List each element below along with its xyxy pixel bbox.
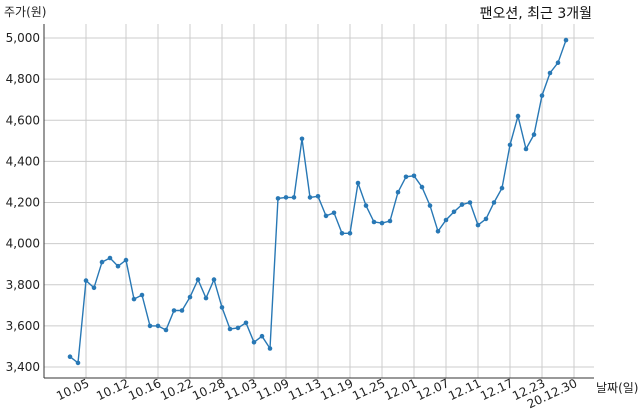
data-point: [163, 327, 169, 333]
data-point: [139, 292, 145, 298]
x-tick-label: 10.16: [126, 376, 163, 403]
data-point: [355, 180, 361, 186]
data-point: [363, 203, 369, 208]
x-tick-label: 12.07: [414, 376, 451, 403]
data-point: [539, 93, 545, 98]
data-points: [67, 37, 569, 366]
y-tick-label: 4,600: [6, 113, 40, 127]
data-point: [227, 326, 233, 332]
x-tick-label: 10.22: [158, 376, 195, 403]
data-point: [291, 195, 297, 200]
data-point: [435, 229, 441, 234]
data-point: [131, 296, 137, 302]
y-tick-label: 4,200: [6, 196, 40, 210]
data-point: [75, 360, 81, 366]
data-point: [267, 346, 273, 351]
data-point: [347, 231, 353, 236]
data-point: [235, 325, 241, 331]
data-point: [531, 132, 537, 137]
axes: [43, 24, 594, 379]
x-tick-label: 10.12: [94, 376, 131, 403]
data-point: [403, 174, 409, 180]
data-point: [315, 194, 321, 199]
data-point: [211, 277, 217, 282]
data-point: [523, 146, 529, 152]
data-point: [555, 60, 561, 65]
x-tick-label: 12.01: [382, 376, 419, 403]
data-point: [395, 189, 401, 195]
data-point: [243, 320, 249, 326]
x-tick-label: 11.09: [254, 376, 291, 403]
data-point: [195, 277, 201, 282]
data-point: [91, 285, 97, 291]
data-point: [283, 195, 289, 200]
data-point: [179, 308, 185, 313]
data-point: [99, 259, 105, 265]
data-point: [467, 200, 473, 205]
data-point: [339, 231, 345, 236]
data-point: [515, 113, 521, 119]
data-point: [331, 210, 337, 216]
grid: [44, 24, 594, 378]
data-point: [419, 184, 425, 190]
data-point: [507, 142, 513, 148]
data-point: [171, 308, 177, 313]
data-point: [187, 294, 193, 300]
x-tick-label: 11.13: [286, 376, 323, 403]
data-point: [411, 173, 417, 179]
data-point: [147, 323, 153, 329]
x-tick-label: 12.11: [446, 376, 483, 403]
data-point: [491, 200, 497, 205]
data-point: [483, 216, 489, 222]
data-point: [155, 323, 161, 329]
x-tick-label: 11.19: [318, 376, 355, 403]
data-point: [299, 136, 305, 142]
data-point: [323, 213, 329, 219]
x-axis-label: 날짜(일): [596, 381, 638, 395]
data-point: [115, 263, 121, 269]
x-tick-label: 10.28: [190, 376, 227, 403]
data-point: [379, 220, 385, 226]
y-tick-label: 4,000: [6, 237, 40, 251]
data-point: [307, 195, 313, 200]
data-point: [203, 295, 209, 301]
chart-title: 팬오션, 최근 3개월: [480, 6, 592, 22]
data-point: [371, 219, 377, 225]
y-tick-label: 3,400: [6, 360, 40, 374]
x-tick-label: 11.03: [222, 376, 259, 403]
x-tick-label: 11.25: [350, 376, 387, 403]
y-tick-label: 4,400: [6, 154, 40, 168]
data-point: [563, 37, 569, 43]
y-tick-label: 5,000: [6, 31, 40, 45]
data-point: [443, 217, 449, 223]
y-tick-labels: 3,400 3,600 3,800 4,000 4,200 4,400 4,600 4,800…: [6, 31, 40, 374]
data-point: [499, 185, 505, 191]
data-point: [251, 340, 257, 345]
data-point: [219, 305, 225, 310]
data-point: [67, 354, 73, 360]
data-point: [259, 333, 265, 339]
y-axis-label: 주가(원): [4, 5, 46, 19]
data-point: [459, 202, 465, 207]
data-point: [107, 255, 113, 261]
x-tick-label: 10.05: [54, 376, 91, 403]
data-point: [547, 70, 553, 76]
data-point: [475, 222, 481, 228]
data-point: [451, 209, 457, 215]
data-point: [427, 203, 433, 208]
data-point: [387, 218, 393, 224]
data-point: [275, 196, 281, 201]
y-tick-label: 3,600: [6, 319, 40, 333]
data-point: [123, 257, 129, 263]
x-tick-label: 12.17: [478, 376, 515, 403]
x-tick-labels: 10.05 10.1210.1610.2210.2811.0311.0911.13…: [54, 376, 579, 411]
data-point: [83, 278, 89, 283]
y-tick-label: 3,800: [6, 278, 40, 292]
y-tick-label: 4,800: [6, 72, 40, 86]
